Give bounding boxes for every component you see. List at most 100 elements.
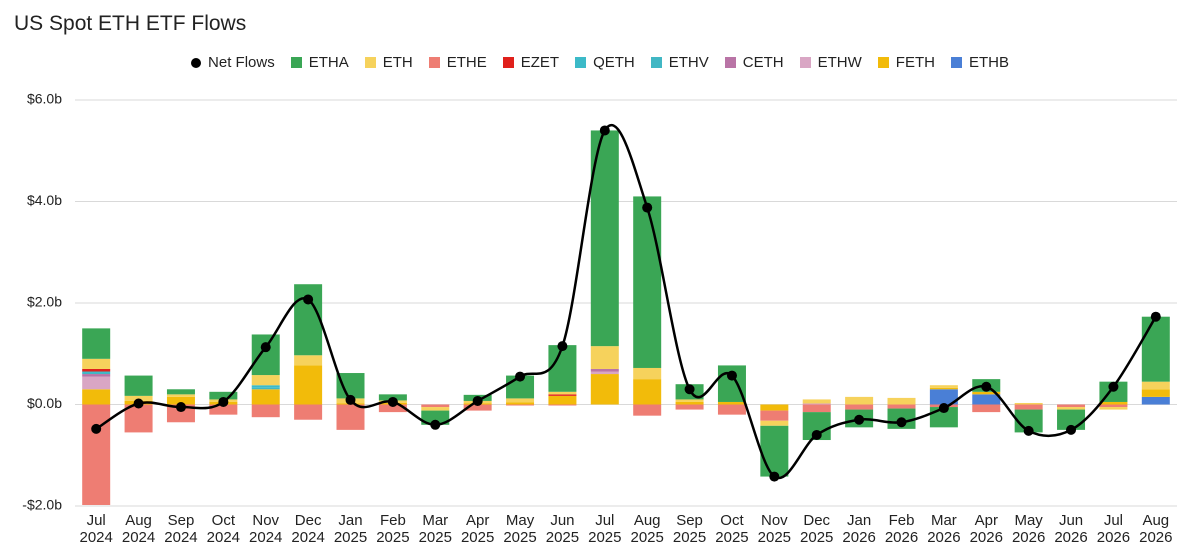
bar-segment <box>548 395 577 405</box>
bar-segment <box>590 346 619 369</box>
bar-segment <box>929 385 958 388</box>
bar-segment <box>633 367 662 380</box>
bar-segment <box>82 404 111 505</box>
net-flow-point <box>599 125 610 136</box>
x-tick-label: Oct 2024 <box>206 512 241 546</box>
chart-title: US Spot ETH ETF Flows <box>14 12 247 35</box>
x-tick-label: Dec 2024 <box>291 512 325 546</box>
bar-segment <box>506 398 535 403</box>
bar-segment <box>633 379 662 405</box>
net-flow-point <box>896 417 907 428</box>
bar-segment <box>82 376 111 390</box>
bar-segment <box>1099 404 1128 408</box>
x-tick-label: Nov 2024 <box>249 512 283 546</box>
bar-segment <box>251 375 280 386</box>
legend-label: ETHE <box>446 54 487 71</box>
net-flow-point <box>811 429 822 440</box>
x-tick-label: Sep 2024 <box>164 512 198 546</box>
legend-swatch <box>650 57 662 68</box>
bar-segment <box>1057 404 1086 408</box>
net-flow-point <box>1150 311 1161 322</box>
bar-segment <box>717 401 746 405</box>
bar-segment <box>251 385 280 388</box>
net-flow-point <box>133 398 144 409</box>
legend-label: ETHB <box>968 54 1009 71</box>
bar-segment <box>294 404 323 420</box>
net-flow-point <box>345 394 356 405</box>
legend-label: QETH <box>593 54 635 71</box>
bar-segment <box>1014 402 1043 405</box>
x-tick-label: Jul 2025 <box>588 512 622 546</box>
x-tick-label: Feb 2025 <box>376 512 410 546</box>
bar-segment <box>548 391 577 395</box>
bar-segment <box>590 371 619 375</box>
x-tick-label: Jun 2026 <box>1054 512 1088 546</box>
net-flow-point <box>726 370 737 381</box>
bar-segment <box>124 404 153 433</box>
net-flow-point <box>430 419 441 430</box>
bar-segment <box>378 404 407 413</box>
legend-label: ETHA <box>308 54 349 71</box>
bar-segment <box>633 404 662 416</box>
legend-swatch <box>877 57 889 68</box>
bar-segment <box>1141 316 1170 382</box>
bar-segment <box>590 368 619 372</box>
bar-segment <box>548 404 577 406</box>
bar-segment <box>1099 407 1128 410</box>
bar-segment <box>166 404 195 423</box>
bar-segment <box>675 399 704 402</box>
y-tick-label: $0.0b <box>27 395 62 411</box>
bar-segment <box>802 404 831 413</box>
legend-item: QETH <box>575 54 635 71</box>
bar-segment <box>82 372 111 375</box>
bar-segment <box>929 389 958 405</box>
legend: Net Flows ETHA ETH ETHE EZET QETH ETHV CETH ETHW… <box>0 54 1200 71</box>
net-flow-point <box>91 423 102 434</box>
legend-label: EZET <box>520 54 560 71</box>
x-tick-label: Aug 2024 <box>121 512 156 546</box>
legend-swatch <box>428 57 440 68</box>
bar-segment <box>887 404 916 409</box>
x-tick-label: Jan 2026 <box>842 512 876 546</box>
x-tick-label: Jul 2024 <box>79 512 113 546</box>
bar-segment <box>166 389 195 395</box>
net-flow-line <box>95 123 1157 480</box>
x-tick-label: Jul 2026 <box>1096 512 1131 546</box>
bar-segment <box>887 397 916 405</box>
legend-marker <box>191 57 202 68</box>
legend-label: ETHV <box>668 54 709 71</box>
legend-item: ETHA <box>290 54 349 71</box>
x-tick-label: Apr 2025 <box>460 512 495 546</box>
bar-segment <box>760 420 789 426</box>
x-tick-label: Oct 2025 <box>715 512 749 546</box>
net-flow-point <box>1066 424 1077 435</box>
bar-segment <box>336 404 365 430</box>
bar-segment <box>506 404 535 406</box>
net-flow-point <box>981 381 992 392</box>
net-flow-point <box>472 395 483 406</box>
net-flow-point <box>938 403 949 414</box>
bar-segment <box>548 345 577 392</box>
bar-segment <box>421 407 450 411</box>
bar-segment <box>802 399 831 404</box>
bar-segment <box>251 389 280 405</box>
bar-segment <box>82 371 111 373</box>
bar-segment <box>506 402 535 405</box>
bar-segment <box>251 387 280 390</box>
bar-segment <box>421 410 450 425</box>
bar-segment <box>760 410 789 421</box>
x-tick-label: Mar 2025 <box>418 512 452 546</box>
bar-segment <box>251 334 280 376</box>
legend-label: FETH <box>895 54 935 71</box>
legend-item: CETH <box>724 54 784 71</box>
bar-segment <box>421 404 450 408</box>
x-tick-label: May 2026 <box>1011 512 1046 546</box>
bar-segment <box>1141 396 1170 405</box>
legend-swatch <box>290 57 302 68</box>
x-tick-label: Aug 2025 <box>630 512 664 546</box>
legend-item: ETHV <box>650 54 709 71</box>
bar-segment <box>845 404 874 410</box>
net-flow-point <box>1023 425 1034 436</box>
bar-segment <box>209 404 238 415</box>
